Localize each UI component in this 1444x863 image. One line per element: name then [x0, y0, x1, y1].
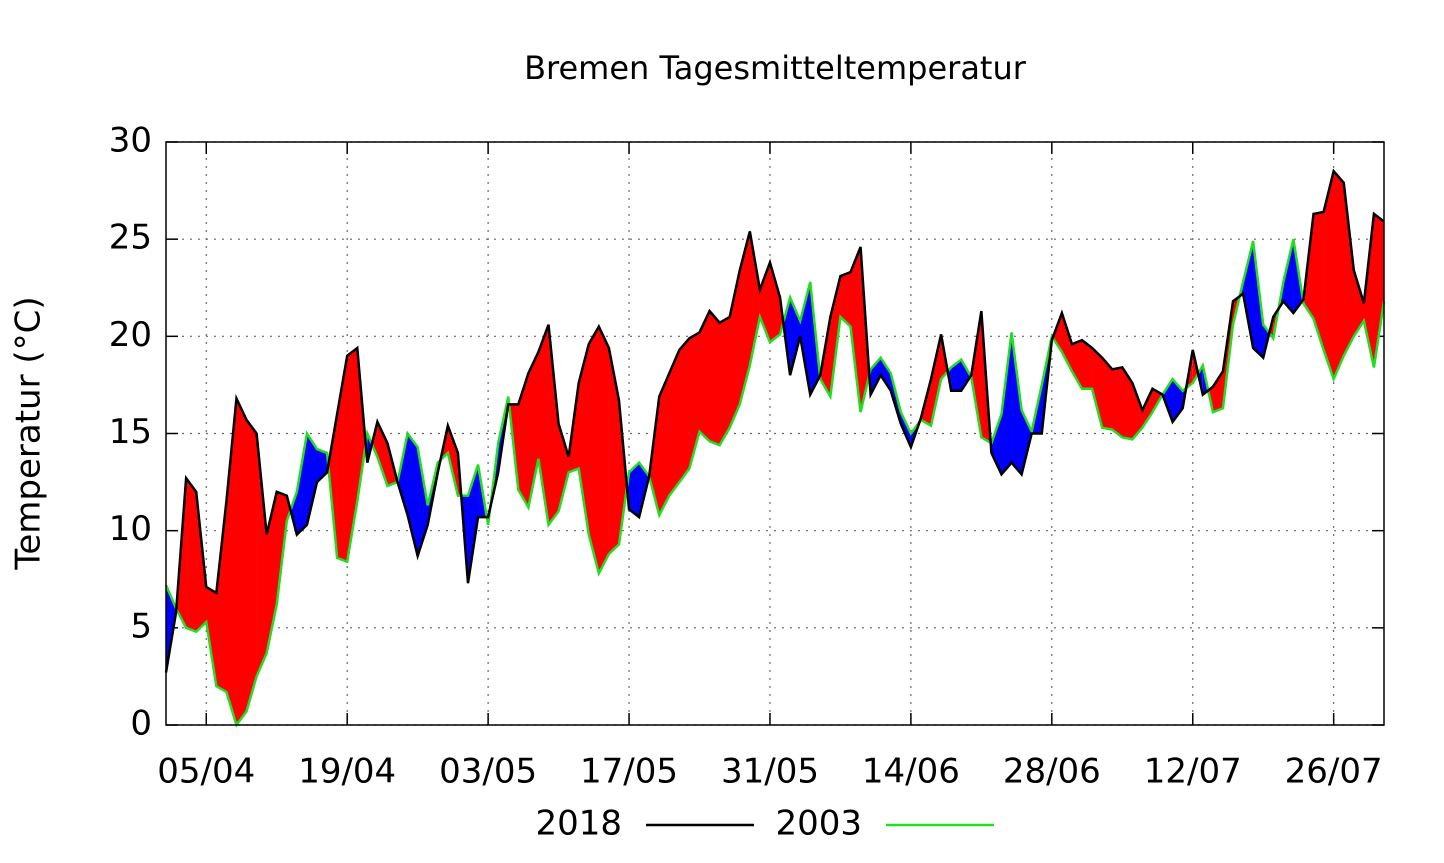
fill-area	[679, 337, 690, 483]
x-tick-label: 31/05	[721, 752, 819, 792]
fill-area	[930, 334, 942, 426]
y-tick-label: 0	[130, 704, 152, 744]
fill-area	[246, 419, 257, 712]
y-tick-label: 10	[109, 509, 152, 549]
fill-area	[739, 231, 751, 405]
x-tick-label: 03/05	[439, 752, 537, 792]
series-line	[164, 168, 1385, 673]
y-tick-label: 15	[109, 412, 152, 452]
fill-area	[769, 262, 781, 343]
fill-area	[1111, 367, 1123, 438]
legend-label: 2018	[535, 804, 622, 844]
x-tick-label: 28/06	[1003, 752, 1101, 792]
fill-area	[1343, 182, 1355, 356]
fill-area	[880, 356, 892, 392]
y-axis-label: Temperatur (°C)	[9, 296, 49, 570]
x-tick-label: 05/04	[157, 752, 255, 792]
fill-area	[518, 373, 529, 509]
fill-area	[1333, 170, 1344, 380]
chart-title: Bremen Tagesmitteltemperatur	[524, 49, 1027, 87]
fill-area	[1122, 366, 1133, 440]
x-tick-label: 12/07	[1144, 752, 1242, 792]
y-tick-label: 25	[109, 218, 152, 258]
y-tick-label: 30	[109, 121, 152, 161]
fill-area	[256, 433, 267, 677]
fill-area	[719, 316, 730, 447]
fill-area	[1091, 347, 1103, 428]
y-tick-label: 5	[130, 606, 152, 646]
x-tick-label: 17/05	[580, 752, 678, 792]
fill-area	[548, 324, 559, 526]
legend-label: 2003	[775, 804, 862, 844]
fill-area	[1313, 211, 1324, 351]
fill-area	[598, 326, 610, 574]
fill-area	[709, 310, 720, 446]
fill-area	[961, 359, 971, 391]
series-line	[164, 238, 1386, 728]
fill-area	[216, 501, 227, 693]
fill-area	[1373, 213, 1385, 368]
y-tick-label: 20	[109, 315, 152, 355]
fill-area	[185, 477, 197, 633]
plot-border	[165, 141, 1385, 726]
x-tick-label: 14/06	[862, 752, 960, 792]
fill-area	[236, 398, 247, 726]
fill-area	[971, 311, 982, 438]
x-tick-label: 26/07	[1285, 752, 1383, 792]
x-tick-label: 19/04	[298, 752, 396, 792]
fill-area	[618, 400, 627, 545]
